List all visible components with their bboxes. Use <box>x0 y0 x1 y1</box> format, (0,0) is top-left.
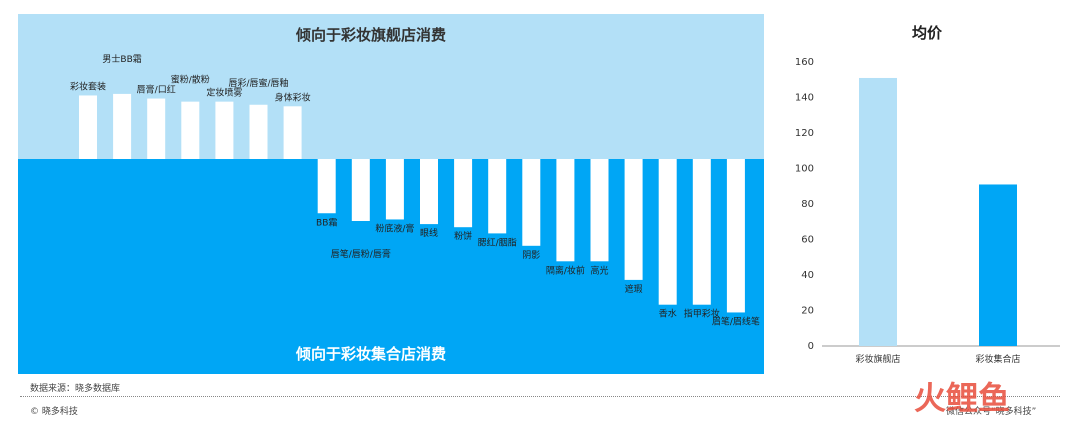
preference-bar-label: 粉底液/膏 <box>375 222 414 234</box>
preference-bar-label: 身体彩妆 <box>275 91 311 103</box>
preference-bar-label: 彩妆套装 <box>70 80 106 92</box>
preference-bar-label: 眉笔/眉线笔 <box>712 315 760 327</box>
y-tick-label: 0 <box>808 341 814 352</box>
preference-bar <box>556 159 575 262</box>
preference-bar <box>726 159 745 313</box>
preference-bar-label: 遮瑕 <box>625 283 643 295</box>
y-tick-label: 20 <box>801 306 814 317</box>
preference-bar <box>79 95 97 159</box>
preference-bar-label: 唇彩/唇蜜/唇釉 <box>228 77 288 89</box>
preference-bar <box>113 93 132 159</box>
preference-bar-label: 高光 <box>590 264 608 276</box>
preference-bar <box>147 98 166 159</box>
y-tick-label: 60 <box>801 235 814 246</box>
footer-divider <box>20 396 1060 397</box>
top-region-title: 倾向于彩妆旗舰店消费 <box>295 26 446 44</box>
data-source-note: 数据来源：晓多数据库 <box>30 384 121 394</box>
preference-bar <box>181 101 200 159</box>
preference-bar <box>522 159 541 246</box>
x-tick-label: 彩妆集合店 <box>975 353 1020 365</box>
preference-bar-label: 隔离/妆前 <box>546 264 585 276</box>
preference-bar <box>351 159 370 221</box>
preference-bar-label: 男士BB霜 <box>102 53 141 65</box>
average-price-bar <box>859 77 897 346</box>
average-price-bar <box>979 184 1017 346</box>
preference-bar-label: BB霜 <box>316 217 337 228</box>
preference-bar-label: 指甲彩妆 <box>684 308 720 320</box>
preference-bar-label: 蜜粉/散粉 <box>171 74 210 86</box>
preference-bar-label: 腮红/胭脂 <box>478 236 517 248</box>
preference-bar <box>385 159 404 220</box>
preference-bar-label: 定妆喷雾 <box>206 87 242 99</box>
average-price-title: 均价 <box>912 24 943 42</box>
preference-bar-label: 阴影 <box>522 250 540 261</box>
wechat-account-note: 微信公众号“晓多科技” <box>946 407 1037 417</box>
y-tick-label: 80 <box>801 199 814 210</box>
preference-bar <box>249 104 268 159</box>
preference-bar <box>488 159 507 234</box>
preference-bar <box>215 101 234 159</box>
preference-bar-label: 粉饼 <box>454 230 472 242</box>
y-tick-label: 100 <box>795 164 814 175</box>
watermark-text: 火鲤鱼 <box>914 379 1010 417</box>
y-tick-label: 120 <box>795 128 814 139</box>
preference-bar <box>692 159 711 305</box>
preference-bar <box>283 106 302 159</box>
preference-bar <box>317 159 336 214</box>
x-tick-label: 彩妆旗舰店 <box>855 353 900 365</box>
y-tick-label: 140 <box>795 93 814 104</box>
preference-bar-label: 眼线 <box>420 227 438 239</box>
preference-bar-label: 唇笔/唇粉/唇膏 <box>331 248 391 260</box>
preference-bar <box>624 159 643 280</box>
huoliyu-watermark-logo: 火鲤鱼 <box>914 379 1010 417</box>
y-tick-label: 40 <box>801 270 814 281</box>
preference-bar-label: 唇膏/口红 <box>137 84 176 96</box>
copyright-note: © 晓多科技 <box>30 407 78 417</box>
top-region-background <box>18 14 764 159</box>
y-tick-label: 160 <box>795 57 814 68</box>
bottom-region-title: 倾向于彩妆集合店消费 <box>295 345 446 363</box>
average-price-bar-chart: 均价 0 20 40 60 80 100 120 140 160 彩妆旗舰店 彩妆集合店 <box>795 24 1060 365</box>
preference-bar-label: 香水 <box>659 308 677 320</box>
preference-bar <box>420 159 438 225</box>
preference-bar <box>590 159 609 262</box>
preference-bar <box>658 159 677 305</box>
preference-bar <box>454 159 473 228</box>
